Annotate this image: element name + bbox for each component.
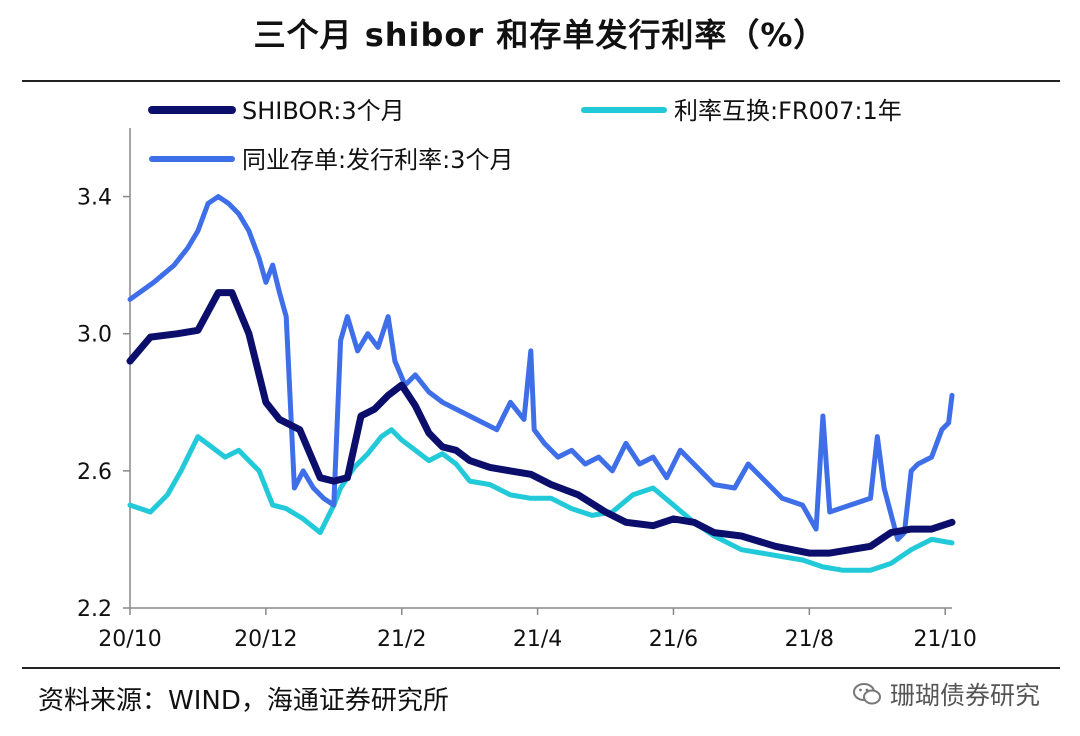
y-tick-label: 3.0 [77,323,112,348]
watermark: 珊瑚债券研究 [852,676,1040,712]
legend-label-2: 同业存单:发行利率:3个月 [242,146,513,174]
series-line-1 [127,427,955,573]
x-tick-label: 21/6 [649,627,698,652]
x-tick-label: 21/4 [513,627,562,652]
y-tick-label: 2.2 [77,597,112,622]
legend-label-0: SHIBOR:3个月 [242,97,405,125]
x-tick-label: 21/10 [914,627,977,652]
y-tick-label: 2.6 [77,460,112,485]
series-line-0 [126,289,956,557]
legend-label-1: 利率互换:FR007:1年 [674,97,902,125]
title-divider [22,80,1060,82]
x-tick-label: 21/8 [785,627,834,652]
x-tick-label: 20/10 [98,627,161,652]
wechat-icon [852,683,881,705]
watermark-text: 珊瑚债券研究 [889,681,1040,710]
y-tick-label: 3.4 [77,186,112,211]
series-line-2 [127,194,955,542]
source-note: 资料来源：WIND，海通证券研究所 [38,686,449,716]
chart-title: 三个月 shibor 和存单发行利率（%） [253,16,827,54]
footer-divider [22,667,1060,669]
x-tick-label: 20/12 [234,627,297,652]
x-tick-label: 21/2 [377,627,426,652]
line-chart: 2.2 2.6 3.0 3.4 20/10 20/12 21/2 21/4 21/6 21/8 21… [77,97,977,652]
